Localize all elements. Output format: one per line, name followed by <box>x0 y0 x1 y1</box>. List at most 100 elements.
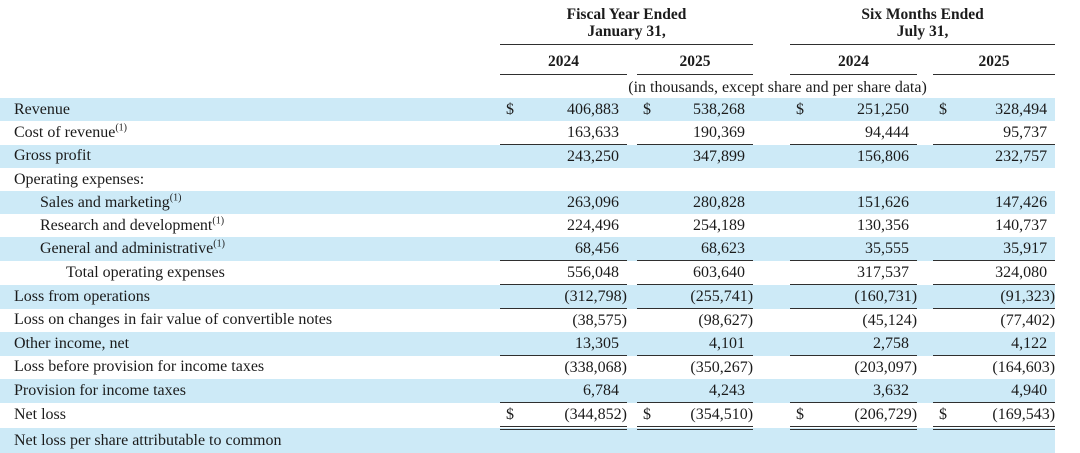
column-group-title: Six Months Ended July 31, <box>790 0 1056 45</box>
table-row: Sales and marketing(1) 263,096 280,828 151,… <box>0 191 1056 214</box>
value-text: (91,323) <box>1000 288 1056 305</box>
column-gap <box>917 45 933 75</box>
footnote-ref: (1) <box>213 238 225 250</box>
label-column-spacer <box>0 75 500 99</box>
column-group-row: Fiscal Year Ended January 31, Six Months … <box>0 0 1056 45</box>
column-gap <box>917 261 933 285</box>
row-label-text: Loss on changes in fair value of convert… <box>14 311 333 329</box>
value-cell <box>637 428 754 453</box>
value-cell: $ (169,543) <box>933 402 1056 430</box>
value-text: 95,737 <box>1003 124 1048 141</box>
table-row: Total operating expenses 556,048 603,640 31… <box>0 260 1056 285</box>
value-text: 4,243 <box>709 382 746 399</box>
value-cell: 147,426 <box>933 191 1056 214</box>
value-text: (160,731) <box>854 288 918 305</box>
value-text: 324,080 <box>995 264 1048 281</box>
row-label: Revenue <box>0 98 500 121</box>
value-cell: 4,101 <box>637 332 754 356</box>
value-text: (164,603) <box>992 359 1056 376</box>
table-row: Loss from operations (312,798) (255,741) (1… <box>0 284 1056 309</box>
value-text: 6,784 <box>583 382 619 399</box>
value-text: (203,097) <box>854 359 918 376</box>
column-group-header-fiscal-year: Fiscal Year Ended January 31, <box>500 0 754 45</box>
year-header-row: 2024 2025 2024 2025 <box>0 45 1056 75</box>
row-label: Provision for income taxes <box>0 379 500 403</box>
value-cell: (164,603) <box>933 356 1055 380</box>
value-cell: 163,633 <box>500 121 627 145</box>
value-cell: 13,305 <box>500 332 627 356</box>
value-text: 190,369 <box>693 124 746 141</box>
value-cell <box>637 168 753 191</box>
group-title-line2: July 31, <box>896 23 949 40</box>
value-cell: 317,537 <box>790 260 918 285</box>
table-row: Cost of revenue(1) 163,633 190,369 94,444 95… <box>0 121 1056 145</box>
column-gap <box>627 214 637 237</box>
value-cell: 68,456 <box>500 237 627 261</box>
value-cell: $328,494 <box>933 98 1056 121</box>
group-gap <box>753 168 790 191</box>
row-label: Operating expenses: <box>0 168 500 191</box>
column-gap <box>627 144 637 168</box>
group-title-line2: January 31, <box>587 23 666 40</box>
value-text: 147,426 <box>995 194 1048 211</box>
column-gap <box>917 191 934 214</box>
column-gap <box>917 379 934 403</box>
value-text: (206,729) <box>854 406 918 423</box>
value-cell: (91,323) <box>933 284 1056 309</box>
column-gap <box>627 261 637 285</box>
row-label: Net loss per share attributable to commo… <box>0 428 500 453</box>
group-gap <box>753 379 791 403</box>
value-text: 556,048 <box>567 264 619 281</box>
value-cell: (312,798) <box>500 284 627 309</box>
group-gap <box>753 45 790 75</box>
value-text: (350,267) <box>690 359 754 376</box>
group-gap <box>753 309 790 333</box>
value-cell <box>933 168 1055 191</box>
value-cell: 156,806 <box>790 144 918 168</box>
value-text: 328,494 <box>995 101 1048 118</box>
value-cell <box>790 428 918 453</box>
row-label: Sales and marketing(1) <box>0 191 500 214</box>
value-cell <box>500 428 627 453</box>
column-gap <box>627 379 637 403</box>
table-row: Loss before provision for income taxes (3… <box>0 356 1055 380</box>
value-cell: 324,080 <box>933 260 1056 285</box>
column-gap <box>627 403 637 429</box>
value-cell: 556,048 <box>500 260 627 285</box>
value-text: 4,940 <box>1011 382 1048 399</box>
currency-symbol: $ <box>506 406 514 423</box>
table-row: Net loss per share attributable to commo… <box>0 428 1056 453</box>
row-label: Loss on changes in fair value of convert… <box>0 309 500 333</box>
value-text: 130,356 <box>857 217 910 234</box>
value-cell: (77,402) <box>933 309 1055 333</box>
value-cell: (38,575) <box>500 309 627 333</box>
column-gap <box>917 168 933 191</box>
column-gap <box>917 284 934 309</box>
value-text: 603,640 <box>693 264 746 281</box>
table-row: Provision for income taxes 6,784 4,243 3,63… <box>0 379 1056 403</box>
income-statement-table: Fiscal Year Ended January 31, Six Months … <box>0 0 1056 453</box>
column-gap <box>627 309 637 333</box>
column-gap <box>917 121 933 145</box>
group-gap <box>753 0 790 45</box>
table-row: Operating expenses: <box>0 168 1055 191</box>
column-gap <box>627 45 637 75</box>
column-gap <box>917 214 933 237</box>
row-label: Cost of revenue(1) <box>0 121 500 145</box>
value-cell: 254,189 <box>637 214 753 237</box>
value-text: 538,268 <box>693 101 746 118</box>
column-group-header-six-months: Six Months Ended July 31, <box>790 0 1056 45</box>
value-text: (312,798) <box>564 288 627 305</box>
currency-symbol: $ <box>506 101 514 118</box>
year-header: 2025 <box>933 45 1056 75</box>
table-row: Other income, net 13,305 4,101 2,758 4,122 <box>0 332 1056 356</box>
column-gap <box>627 191 637 214</box>
value-text: (338,068) <box>564 359 627 376</box>
value-cell: 280,828 <box>637 191 754 214</box>
value-cell: 6,784 <box>500 379 627 403</box>
table-row: Gross profit 243,250 347,899 156,806 232,757 <box>0 144 1056 168</box>
value-cell: $ (354,510) <box>637 402 754 430</box>
group-gap <box>753 121 790 145</box>
value-text: (169,543) <box>992 406 1056 423</box>
value-text: 163,633 <box>567 124 619 141</box>
